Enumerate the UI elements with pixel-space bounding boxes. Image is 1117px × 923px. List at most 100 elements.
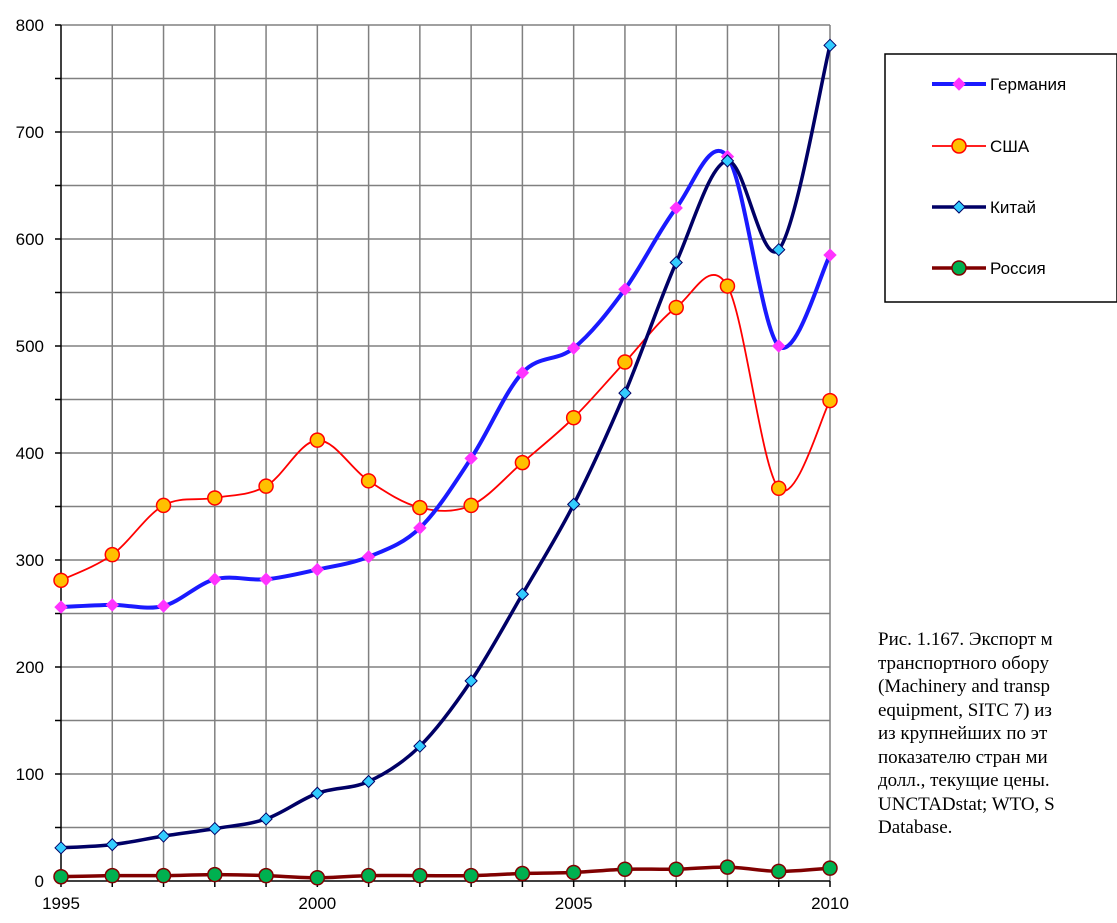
series-group	[54, 148, 837, 614]
data-point-marker	[669, 255, 683, 270]
legend-item: Германия	[932, 75, 1066, 94]
caption-line: транспортного обору	[878, 652, 1049, 674]
y-tick-label: 100	[16, 765, 44, 784]
series-line	[59, 43, 832, 850]
data-point-marker	[514, 865, 531, 882]
data-point-marker	[259, 572, 273, 586]
data-point-marker	[155, 867, 172, 884]
data-point-marker	[104, 546, 121, 563]
data-point-marker	[668, 299, 684, 316]
caption-line: (Machinery and transp	[878, 676, 1050, 697]
data-point-marker	[566, 341, 581, 355]
data-point-marker	[772, 242, 786, 257]
x-tick-label: 2000	[298, 894, 336, 913]
legend-item: Китай	[932, 198, 1036, 217]
data-point-marker	[361, 774, 376, 789]
data-point-marker	[952, 77, 966, 91]
data-point-marker	[463, 867, 479, 884]
y-tick-label: 200	[16, 658, 44, 677]
y-tick-label: 300	[16, 551, 44, 570]
figure-caption: Рис. 1.167. Экспорт м транспортного обор…	[878, 628, 1117, 840]
y-tick-label: 800	[16, 16, 44, 35]
series-layer	[53, 38, 838, 886]
tick-labels: 0 100 200 300 400 500 600 700 800 1995 2000 2005 201…	[16, 16, 849, 913]
data-point-marker	[770, 480, 787, 497]
legend-label: Россия	[990, 259, 1046, 278]
data-point-marker	[207, 866, 223, 883]
data-point-marker	[412, 499, 428, 516]
data-point-marker	[54, 841, 68, 855]
data-point-marker	[951, 260, 967, 276]
data-point-marker	[259, 812, 273, 826]
caption-line: долл., текущие цены.	[878, 770, 1050, 791]
data-point-marker	[360, 867, 377, 884]
y-tick-label: 400	[16, 444, 44, 463]
data-point-marker	[514, 454, 531, 471]
data-point-marker	[515, 366, 530, 380]
data-point-marker	[105, 598, 119, 612]
data-point-marker	[566, 497, 581, 512]
legend-item: США	[932, 137, 1030, 156]
x-tick-label: 2010	[811, 894, 849, 913]
y-tick-label: 500	[16, 337, 44, 356]
data-point-marker	[618, 386, 632, 400]
series-group	[54, 38, 837, 855]
data-point-marker	[208, 572, 222, 586]
data-point-marker	[258, 478, 274, 494]
caption-line: UNCTADstat; WTO, S	[878, 793, 1055, 815]
data-point-marker	[515, 587, 530, 601]
legend-label: Китай	[990, 198, 1036, 217]
data-point-marker	[413, 739, 427, 753]
data-point-marker	[822, 392, 838, 409]
data-point-marker	[310, 786, 325, 800]
data-point-marker	[822, 860, 838, 876]
data-point-marker	[412, 867, 428, 884]
caption-line: показателю стран ми	[878, 746, 1048, 768]
data-point-marker	[565, 864, 582, 881]
data-point-marker	[309, 432, 326, 448]
data-point-marker	[105, 837, 119, 852]
data-point-marker	[618, 282, 632, 296]
data-point-marker	[719, 278, 736, 294]
data-point-marker	[309, 870, 326, 886]
series-line	[59, 148, 832, 610]
data-point-marker	[772, 339, 786, 353]
chart-axes	[55, 24, 831, 887]
data-point-marker	[719, 859, 736, 875]
data-point-marker	[53, 572, 69, 589]
caption-line: Database.	[878, 817, 953, 838]
legend-label: Германия	[990, 75, 1066, 94]
series-line	[59, 865, 832, 880]
data-point-marker	[361, 550, 376, 564]
data-point-marker	[823, 38, 837, 53]
legend-items: Германия США Китай Россия	[932, 75, 1066, 278]
series-group	[53, 274, 838, 589]
data-point-marker	[668, 861, 684, 877]
data-point-marker	[669, 201, 683, 215]
data-point-marker	[823, 248, 837, 262]
y-tick-label: 700	[16, 123, 44, 142]
data-point-marker	[617, 861, 633, 877]
caption-line: из крупнейших по эт	[878, 723, 1048, 744]
chart-grid	[61, 24, 831, 881]
data-point-marker	[463, 497, 479, 514]
legend-box	[884, 53, 1117, 303]
data-point-marker	[104, 867, 121, 884]
data-point-marker	[54, 600, 68, 614]
legend-label: США	[990, 137, 1030, 156]
data-point-marker	[258, 867, 274, 884]
data-point-marker	[310, 562, 325, 577]
data-point-marker	[413, 521, 427, 535]
data-point-marker	[565, 409, 582, 426]
data-point-marker	[208, 821, 222, 836]
data-point-marker	[156, 829, 171, 843]
caption-line: Рис. 1.167. Экспорт м	[878, 629, 1053, 650]
data-point-marker	[156, 599, 171, 613]
data-point-marker	[770, 863, 787, 880]
legend-item: Россия	[932, 259, 1046, 278]
data-point-marker	[720, 154, 735, 168]
y-tick-label: 0	[35, 872, 44, 891]
data-point-marker	[464, 674, 478, 688]
caption-line: equipment, SITC 7) из	[878, 699, 1052, 721]
data-point-marker	[464, 451, 478, 466]
